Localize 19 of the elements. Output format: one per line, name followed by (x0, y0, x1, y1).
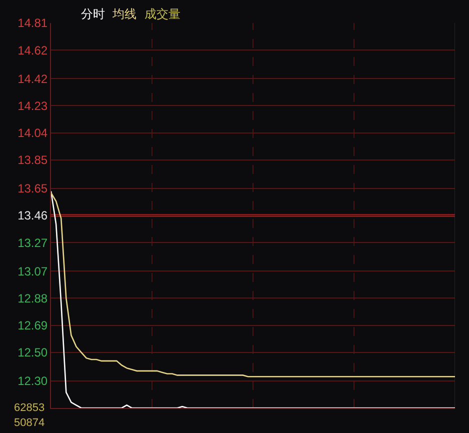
text: 分时 (81, 7, 105, 21)
y-tick-label: 13.85 (18, 153, 48, 168)
y-tick-label: 13.65 (18, 182, 48, 196)
y-tick-label: 12.50 (18, 346, 48, 360)
y-tick-label: 12.88 (18, 291, 48, 306)
y-tick-label: 13.27 (18, 236, 48, 250)
y-tick-label: 14.42 (18, 72, 48, 86)
y-tick-label: 14.23 (18, 98, 48, 113)
y-tick-label: 12.69 (18, 318, 48, 332)
text: 成交量 (144, 7, 180, 21)
text: 均线 (112, 7, 137, 21)
y-tick-label: 14.04 (18, 126, 48, 140)
y-tick-label: 13.07 (18, 264, 48, 278)
y-tick-label: 14.62 (18, 43, 48, 58)
text: 62853 (14, 402, 45, 414)
text: 50874 (14, 417, 45, 429)
y-tick-label: 13.46 (18, 208, 48, 223)
y-tick-label: 14.81 (18, 16, 48, 30)
y-tick-label: 12.30 (18, 374, 48, 388)
